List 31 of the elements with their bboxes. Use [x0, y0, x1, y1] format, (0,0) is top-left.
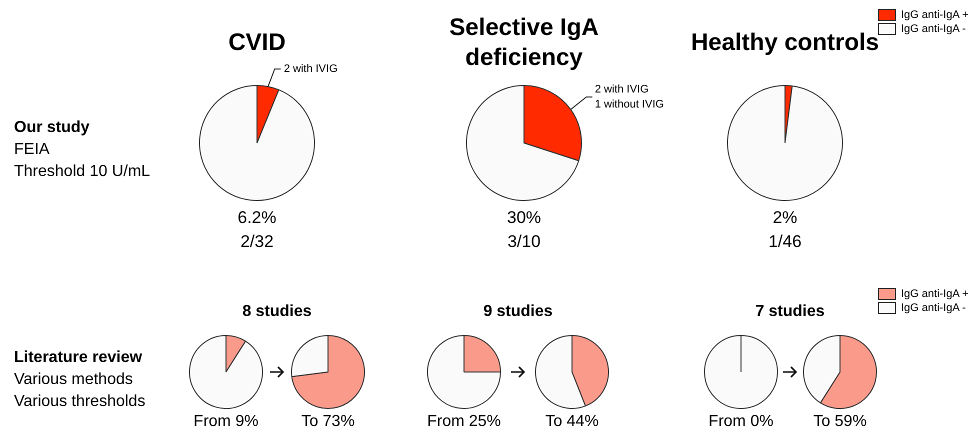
text: 2% — [772, 207, 798, 229]
text: From 9% — [194, 413, 258, 430]
legend-label: IgG anti-IgA + — [901, 287, 969, 301]
text: 30% — [506, 207, 542, 229]
legend-label: IgG anti-IgA - — [901, 301, 966, 315]
text: Literature review — [14, 348, 144, 368]
legend-label: IgG anti-IgA - — [901, 22, 966, 36]
chart-title: 7 studies — [754, 302, 826, 322]
text: Various methods — [14, 370, 134, 390]
text: 1 without IVIG — [594, 98, 664, 111]
legend-label: IgG anti-IgA + — [901, 8, 969, 22]
text: 2/32 — [239, 231, 275, 253]
text: To 73% — [301, 413, 355, 430]
text: From 25% — [426, 412, 502, 432]
chart-title: Selective IgA deficiency — [448, 13, 600, 73]
text: Threshold 10 U/mL — [14, 162, 150, 182]
chart-title: 8 studies — [241, 302, 313, 322]
text: From 0% — [708, 413, 774, 430]
text: Our study — [14, 118, 91, 138]
text: FEIA — [14, 140, 51, 160]
text: 2 with IVIG — [594, 84, 649, 96]
text: 3/10 — [506, 231, 542, 253]
text: 1/46 — [767, 231, 803, 253]
text: 2 with IVIG — [284, 62, 338, 75]
text: Healthy controls — [690, 28, 880, 58]
chart-title: CVID — [228, 29, 286, 56]
text: To 44% — [545, 413, 599, 430]
text: 6.2% — [236, 207, 278, 229]
text: Various thresholds — [14, 392, 146, 412]
text: To 59% — [813, 413, 867, 430]
chart-title: 9 studies — [482, 302, 554, 322]
